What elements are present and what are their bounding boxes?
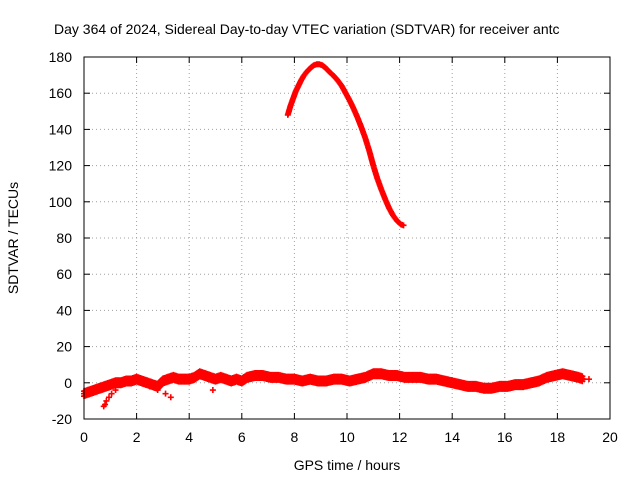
data-point [209,387,216,394]
y-axis-label: SDTVAR / TECUs [5,182,21,294]
data-point [167,394,174,401]
x-tick-label: 6 [238,429,246,445]
x-tick-label: 16 [497,429,513,445]
x-tick-label: 0 [80,429,88,445]
grid-lines [84,57,610,419]
data-point [162,390,169,397]
axis-ticks [83,56,611,420]
data-point [400,222,407,229]
y-tick-label: 60 [56,266,72,282]
plot-frame [83,56,611,420]
data-point [154,387,161,394]
x-tick-labels: 0 2 4 6 8 10 12 14 16 18 20 [80,429,618,445]
data-point [585,376,592,383]
x-tick-label: 4 [185,429,193,445]
data-point [105,394,112,401]
y-tick-label: 40 [56,302,72,318]
data-point [108,390,115,397]
data-point [146,383,153,390]
y-tick-label: 180 [49,49,73,65]
x-tick-label: 12 [392,429,408,445]
data-point [138,379,145,386]
x-tick-label: 14 [444,429,460,445]
data-point [580,376,587,383]
data-point [102,401,109,408]
y-tick-label: 120 [49,158,73,174]
x-axis-label: GPS time / hours [294,457,401,473]
x-tick-label: 18 [550,429,566,445]
y-tick-label: 160 [49,85,73,101]
y-tick-label: 100 [49,194,73,210]
data-points [81,61,592,410]
y-tick-label: 0 [64,375,72,391]
y-tick-label: 80 [56,230,72,246]
x-tick-label: 10 [339,429,355,445]
chart-title: Day 364 of 2024, Sidereal Day-to-day VTE… [54,21,560,37]
x-tick-label: 2 [133,429,141,445]
y-tick-label: 140 [49,121,73,137]
y-tick-labels: -20 0 20 40 60 80 100 120 140 160 180 [49,49,73,427]
data-point [103,397,110,404]
x-tick-label: 8 [291,429,299,445]
data-point [112,387,119,394]
y-tick-label: -20 [52,411,72,427]
x-tick-label: 20 [602,429,618,445]
y-tick-label: 20 [56,339,72,355]
